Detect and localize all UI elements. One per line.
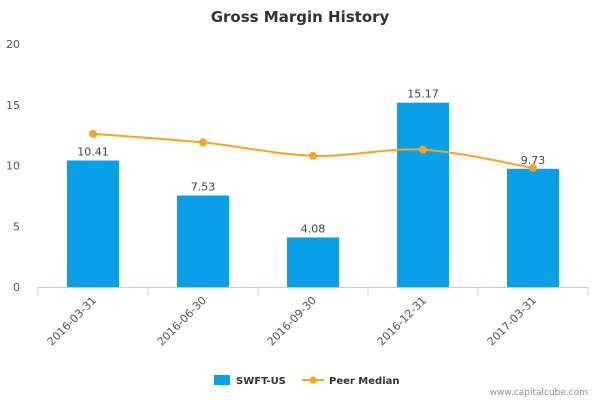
line-series-peer-median bbox=[89, 129, 537, 172]
bar-series-swft-us bbox=[67, 102, 559, 287]
chart-title: Gross Margin History bbox=[211, 8, 390, 26]
legend-label-swft-us: SWFT-US bbox=[236, 376, 286, 387]
peer-median-line bbox=[92, 132, 534, 169]
bar-data-label: 4.08 bbox=[301, 222, 326, 235]
x-tick-label: 2016-09-30 bbox=[265, 294, 319, 348]
legend: SWFT-US Peer Median bbox=[214, 375, 400, 387]
legend-marker-peer-median bbox=[309, 376, 317, 384]
y-tick-label: 10 bbox=[6, 160, 20, 173]
x-tick-label: 2016-03-31 bbox=[45, 294, 99, 348]
peer-median-point bbox=[309, 151, 317, 160]
bar bbox=[67, 160, 119, 287]
bar-data-labels: 10.41 7.53 4.08 15.17 9.73 bbox=[77, 88, 545, 236]
x-axis: 2016-03-31 2016-06-30 2016-09-30 2016-12-31… bbox=[37, 287, 589, 348]
y-tick-label: 5 bbox=[13, 220, 20, 233]
credit-text: www.capitalcube.com bbox=[490, 388, 588, 398]
legend-swatch-swft-us bbox=[214, 375, 230, 385]
bar-data-label: 7.53 bbox=[191, 181, 216, 194]
bar bbox=[507, 168, 559, 287]
y-axis: 0 5 10 15 20 bbox=[6, 38, 20, 294]
peer-median-point bbox=[529, 163, 537, 172]
bar-data-label: 15.17 bbox=[407, 88, 439, 101]
peer-median-point bbox=[419, 145, 427, 154]
x-tick-label: 2016-06-30 bbox=[155, 294, 209, 348]
peer-median-point bbox=[199, 138, 207, 147]
bar bbox=[287, 237, 339, 287]
bar bbox=[397, 102, 449, 287]
y-tick-label: 0 bbox=[13, 281, 20, 294]
x-tick-label: 2017-03-31 bbox=[485, 294, 539, 348]
y-tick-label: 15 bbox=[6, 99, 20, 112]
peer-median-point bbox=[89, 129, 97, 138]
legend-label-peer-median: Peer Median bbox=[329, 376, 400, 387]
bar-data-label: 10.41 bbox=[77, 146, 109, 159]
bar-data-label: 9.73 bbox=[521, 154, 546, 167]
bar bbox=[177, 195, 229, 287]
x-tick-label: 2016-12-31 bbox=[375, 294, 429, 348]
y-tick-label: 20 bbox=[6, 38, 20, 51]
